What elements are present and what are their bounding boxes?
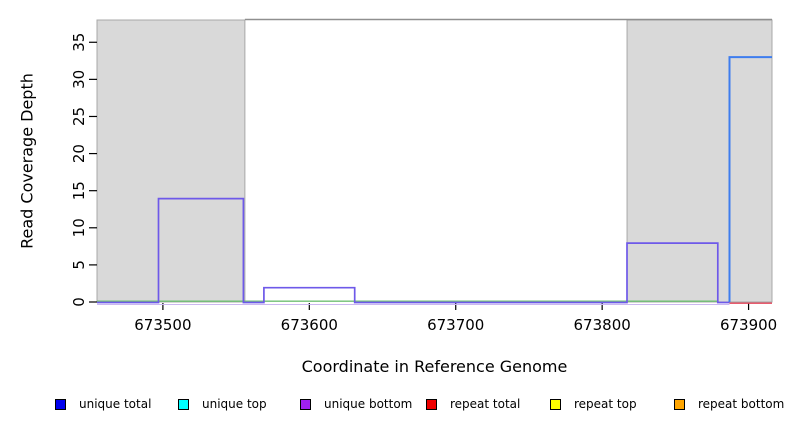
legend-item-unique-bottom: unique bottom bbox=[300, 397, 412, 411]
unique-bottom-swatch-icon bbox=[300, 398, 311, 410]
legend-item-unique-top: unique top bbox=[178, 397, 267, 411]
y-tick-label: 0 bbox=[70, 297, 88, 307]
x-tick-label: 673600 bbox=[281, 316, 338, 334]
y-tick-label: 15 bbox=[70, 181, 88, 200]
x-tick-label: 673700 bbox=[427, 316, 484, 334]
y-tick-label: 25 bbox=[70, 107, 88, 126]
repeat-bottom-swatch-icon bbox=[674, 398, 685, 410]
legend-label: unique top bbox=[202, 397, 267, 411]
legend-label: unique bottom bbox=[324, 397, 413, 411]
unique-total-swatch-icon bbox=[55, 398, 66, 410]
legend-label: repeat bottom bbox=[698, 397, 785, 411]
y-tick-label: 30 bbox=[70, 70, 88, 89]
legend: unique total unique top unique bottom re… bbox=[0, 397, 792, 421]
legend-label: repeat top bbox=[574, 397, 637, 411]
repeat-total-swatch-icon bbox=[426, 398, 437, 410]
series-unique-bottom bbox=[97, 197, 730, 304]
series-unique-total bbox=[728, 56, 772, 302]
legend-item-repeat-total: repeat total bbox=[426, 397, 520, 411]
legend-label: unique total bbox=[79, 397, 152, 411]
x-tick-label: 673800 bbox=[574, 316, 631, 334]
y-tick-label: 5 bbox=[70, 260, 88, 270]
y-tick-label: 20 bbox=[70, 144, 88, 163]
plot-canvas: 0 5 10 15 20 25 30 35 673500 673600 673700 673800 67… bbox=[70, 18, 777, 334]
y-tick-label: 10 bbox=[70, 218, 88, 237]
x-tick-label: 673900 bbox=[720, 316, 777, 334]
legend-item-repeat-bottom: repeat bottom bbox=[674, 397, 784, 411]
x-axis-title: Coordinate in Reference Genome bbox=[301, 357, 568, 376]
unique-top-swatch-icon bbox=[178, 398, 189, 410]
legend-item-repeat-top: repeat top bbox=[550, 397, 637, 411]
repeat-region-shade bbox=[96, 19, 246, 303]
legend-item-unique-total: unique total bbox=[55, 397, 151, 411]
y-axis-title: Read Coverage Depth bbox=[17, 73, 37, 249]
legend-label: repeat total bbox=[450, 397, 521, 411]
y-tick-label: 35 bbox=[70, 33, 88, 52]
repeat-top-swatch-icon bbox=[550, 398, 561, 410]
repeat-region-shade bbox=[626, 19, 773, 303]
x-tick-label: 673500 bbox=[134, 316, 191, 334]
